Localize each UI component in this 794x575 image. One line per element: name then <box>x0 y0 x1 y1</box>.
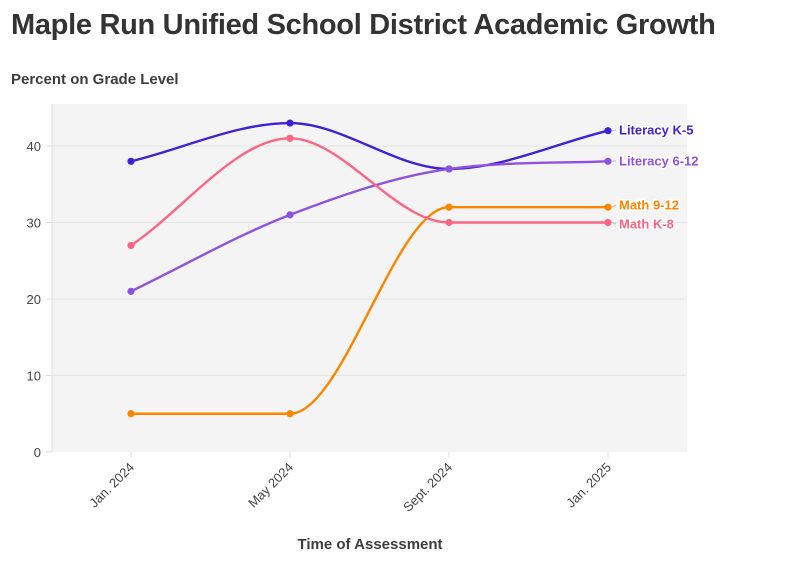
x-tick-label: Jan. 2025 <box>563 460 614 511</box>
data-point <box>286 119 294 127</box>
data-point <box>445 165 453 173</box>
y-tick-label: 30 <box>27 216 41 231</box>
series-label-math-k-8: Math K-8 <box>619 217 674 232</box>
y-tick-label: 40 <box>27 139 41 154</box>
y-tick-label: 20 <box>27 292 41 307</box>
series-line <box>130 121 609 171</box>
series-math-k-8 <box>127 134 612 250</box>
x-axis-ticks: Jan. 2024 May 2024 Sept. 2024 Jan. 2025 <box>86 452 614 515</box>
y-tick-label: 10 <box>27 369 41 384</box>
y-axis-title: Percent on Grade Level <box>11 71 179 88</box>
data-point <box>604 127 612 135</box>
y-tick-label: 0 <box>34 445 41 460</box>
series-label-literacy-6-12: Literacy 6-12 <box>619 154 699 169</box>
data-point <box>604 203 612 211</box>
series-line <box>131 205 608 415</box>
data-point <box>286 211 294 219</box>
x-axis-title: Time of Assessment <box>297 536 443 553</box>
series-label-math-9-12: Math 9-12 <box>619 198 679 213</box>
series-label-literacy-k-5: Literacy K-5 <box>619 123 693 138</box>
series-lines <box>127 119 612 418</box>
data-point <box>127 157 135 165</box>
series-labels: Literacy K-5 Literacy 6-12 Math 9-12 Math K… <box>611 121 700 233</box>
data-point <box>286 410 294 418</box>
series-line <box>130 137 608 247</box>
data-point <box>445 218 453 227</box>
data-point <box>286 134 294 142</box>
x-tick-label: Sept. 2024 <box>400 460 455 515</box>
data-point <box>127 241 135 250</box>
series-line <box>130 160 609 293</box>
data-point <box>127 410 135 418</box>
series-math-9-12 <box>127 203 612 418</box>
y-axis-ticks: 0 10 20 30 40 <box>27 139 52 460</box>
chart-title: Maple Run Unified School District Academ… <box>11 9 716 41</box>
series-literacy-6-12 <box>127 157 612 295</box>
x-tick-label: Jan. 2024 <box>86 460 137 511</box>
data-point <box>604 157 612 165</box>
x-tick-label: May 2024 <box>245 460 296 511</box>
data-point <box>127 287 135 295</box>
data-point <box>445 203 453 211</box>
data-point <box>604 218 612 227</box>
